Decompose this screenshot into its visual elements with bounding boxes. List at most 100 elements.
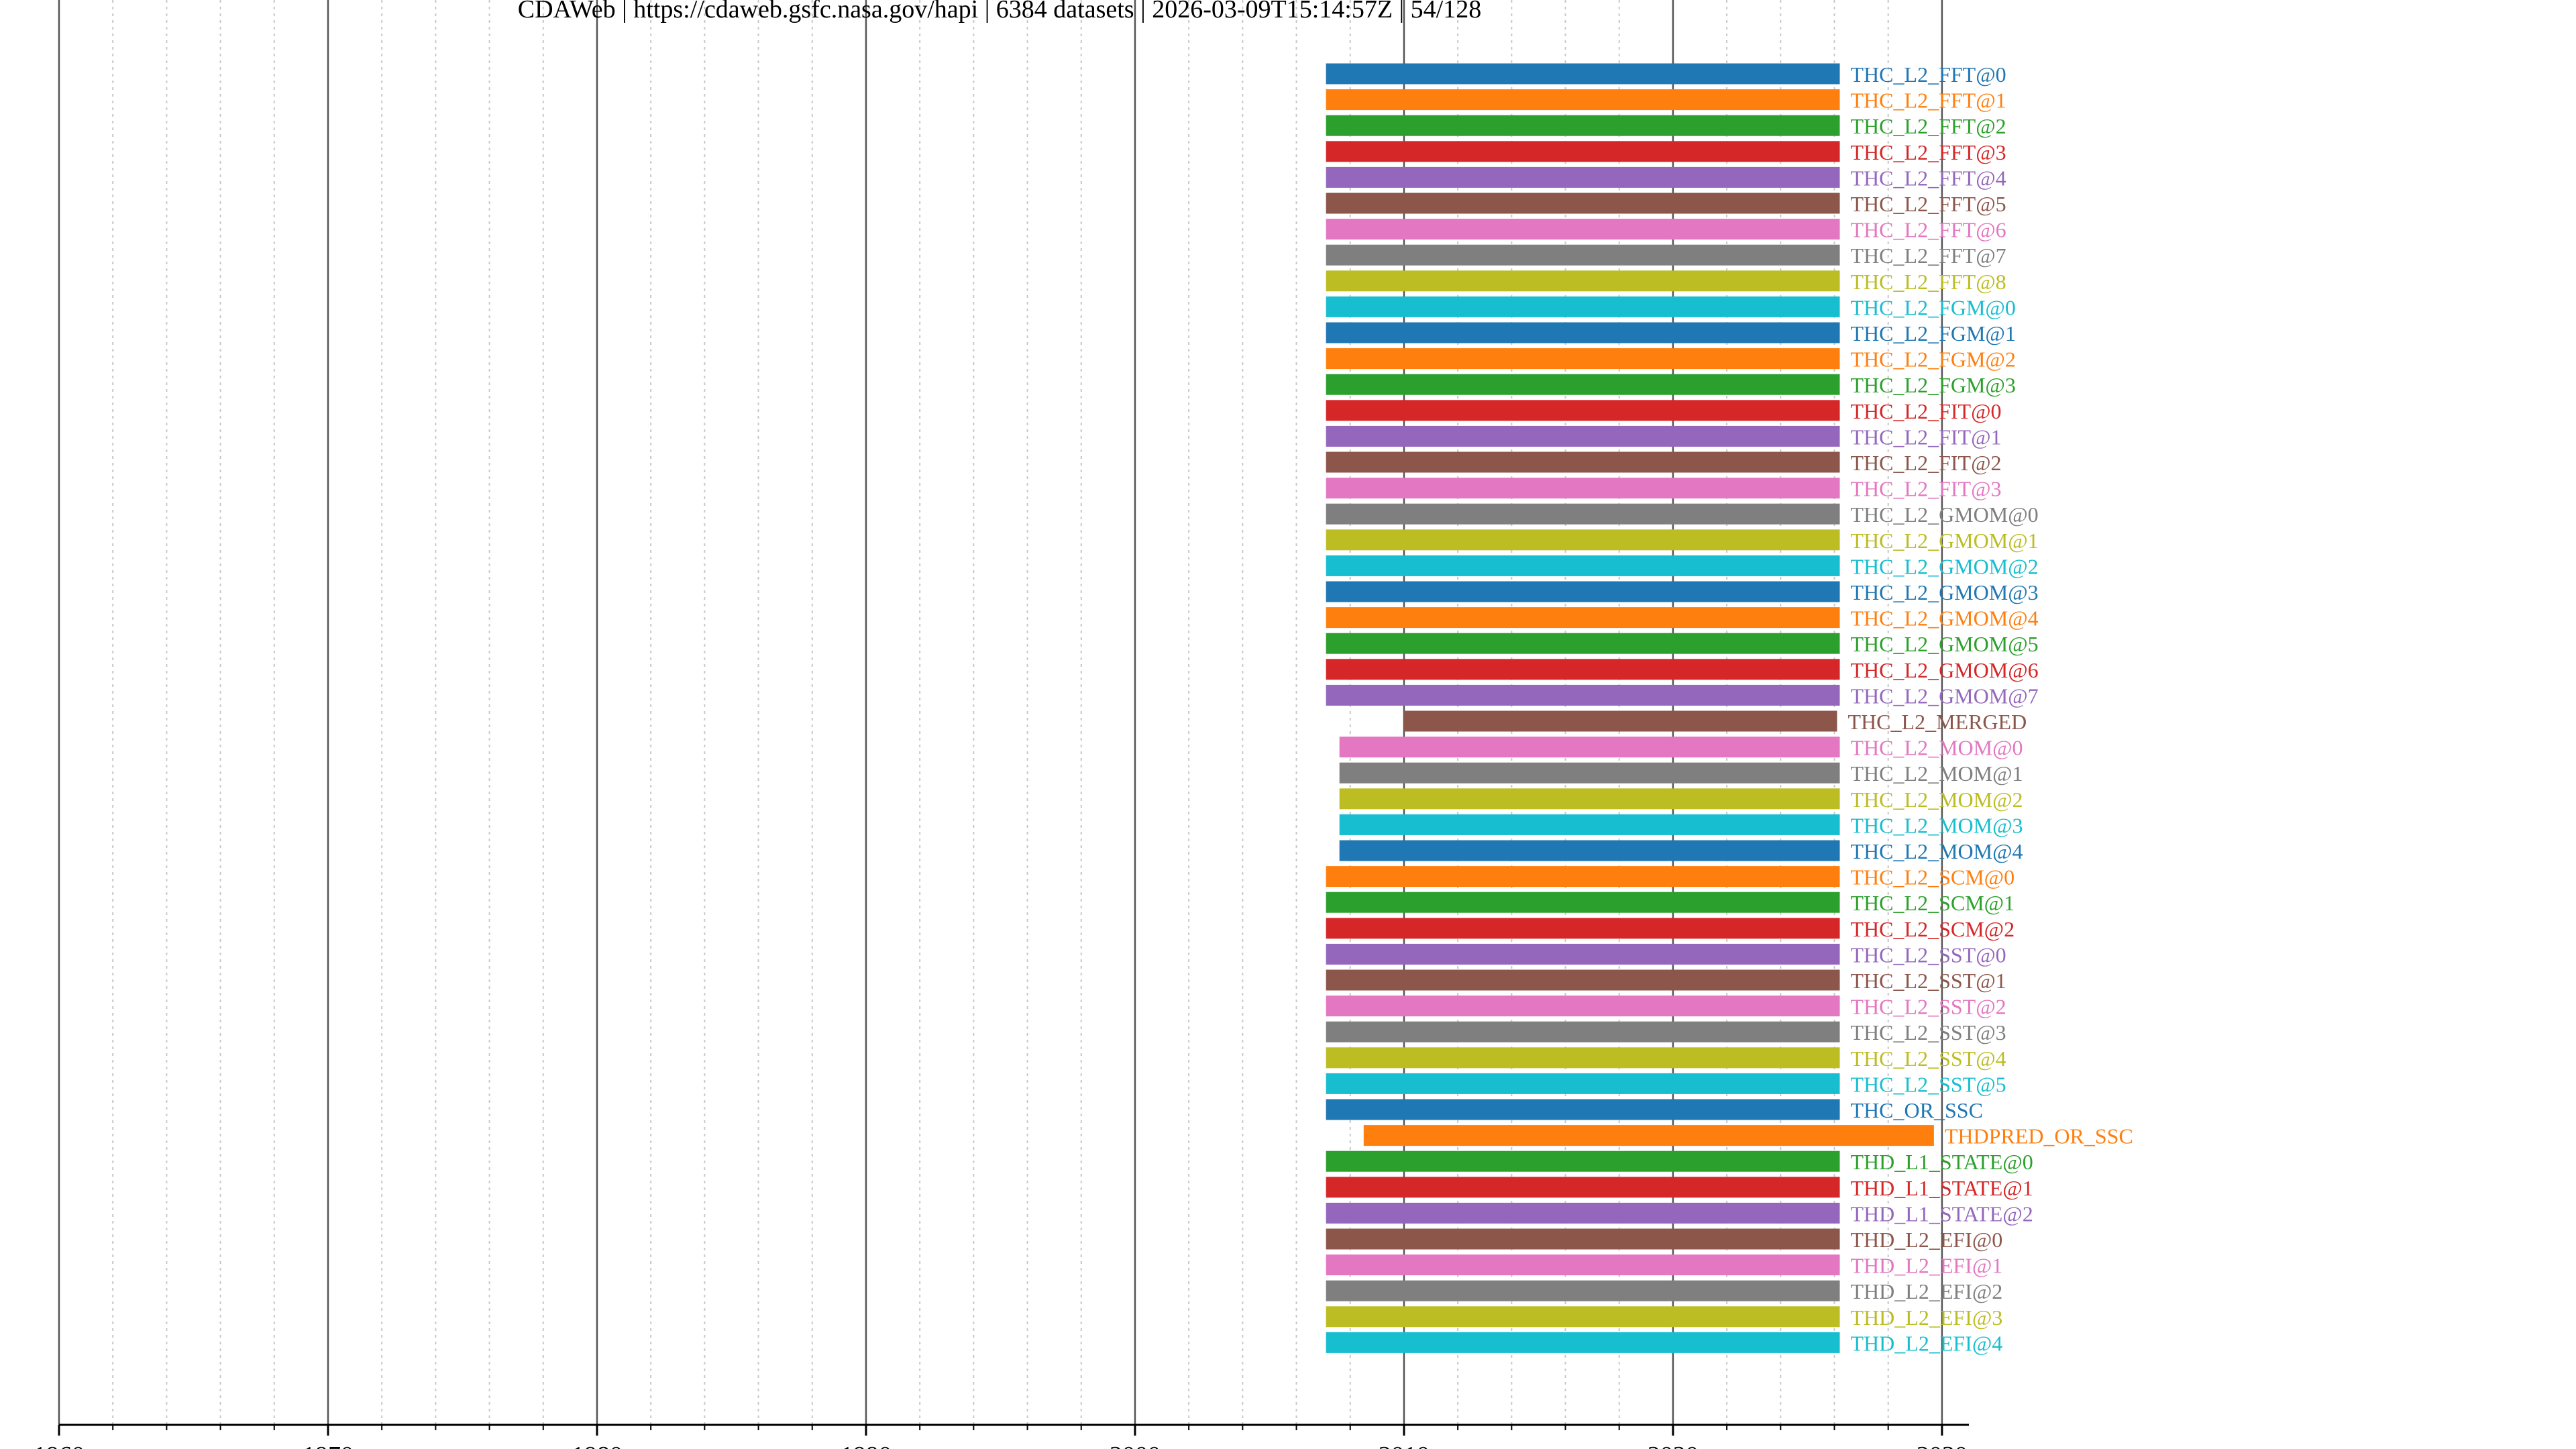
dataset-bar <box>1326 244 1840 266</box>
dataset-bar <box>1326 322 1840 343</box>
dataset-label: THD_L2_EFI@0 <box>1851 1228 2003 1252</box>
dataset-bar <box>1403 710 1837 732</box>
dataset-label: THC_L2_SST@4 <box>1851 1046 2006 1071</box>
dataset-label: THC_L2_SST@1 <box>1851 969 2006 993</box>
dataset-label: THC_L2_GMOM@6 <box>1851 658 2039 682</box>
dataset-label: THC_L2_MOM@0 <box>1851 736 2023 760</box>
dataset-label: THC_L2_FIT@1 <box>1851 425 2002 449</box>
dataset-bar <box>1326 529 1840 551</box>
dataset-bar <box>1326 115 1840 136</box>
dataset-bar <box>1326 1280 1840 1301</box>
dataset-label: THD_L2_EFI@4 <box>1851 1331 2003 1355</box>
dataset-bar <box>1326 141 1840 162</box>
dataset-bar <box>1339 762 1840 784</box>
dataset-bar <box>1326 1177 1840 1198</box>
dataset-bar <box>1339 814 1840 835</box>
dataset-bar <box>1339 788 1840 810</box>
dataset-bar <box>1326 219 1840 240</box>
dataset-label: THC_L2_FFT@7 <box>1851 244 2006 268</box>
dataset-label: THC_L2_MERGED <box>1848 710 2027 734</box>
dataset-label: THD_L2_EFI@2 <box>1851 1279 2003 1303</box>
dataset-label: THDPRED_OR_SSC <box>1945 1124 2133 1148</box>
dataset-label: THC_L2_MOM@4 <box>1851 839 2023 863</box>
dataset-bar <box>1326 166 1840 188</box>
dataset-label: THD_L2_EFI@3 <box>1851 1305 2003 1330</box>
x-tick-label: 2030 <box>1917 1442 1968 1449</box>
dataset-label: THC_L2_FFT@0 <box>1851 62 2006 87</box>
dataset-bar <box>1326 400 1840 421</box>
dataset-label: THC_L2_GMOM@7 <box>1851 684 2039 708</box>
dataset-label: THC_L2_GMOM@0 <box>1851 502 2039 527</box>
dataset-label: THC_L2_GMOM@1 <box>1851 529 2039 553</box>
dataset-bar <box>1326 374 1840 395</box>
dataset-bar <box>1326 581 1840 602</box>
dataset-bar <box>1326 451 1840 473</box>
dataset-bar <box>1363 1125 1934 1146</box>
dataset-bar <box>1326 943 1840 965</box>
dataset-label: THC_L2_SST@5 <box>1851 1072 2006 1096</box>
dataset-bar <box>1339 737 1840 758</box>
dataset-bar <box>1326 659 1840 680</box>
dataset-label: THC_L2_MOM@3 <box>1851 813 2023 837</box>
x-tick-label: 1980 <box>572 1442 623 1449</box>
dataset-label: THC_L2_FFT@5 <box>1851 192 2006 216</box>
dataset-label: THC_L2_SST@3 <box>1851 1020 2006 1044</box>
dataset-bar <box>1326 348 1840 370</box>
dataset-bar <box>1326 193 1840 214</box>
dataset-label: THC_L2_SCM@2 <box>1851 917 2015 941</box>
dataset-labels: THC_L2_FFT@0THC_L2_FFT@1THC_L2_FFT@2THC_… <box>1848 62 2133 1355</box>
x-tick-label: 1970 <box>303 1442 354 1449</box>
dataset-label: THC_L2_FGM@2 <box>1851 347 2016 372</box>
dataset-label: THD_L2_EFI@1 <box>1851 1254 2003 1278</box>
dataset-bar <box>1326 89 1840 111</box>
dataset-label: THC_L2_FFT@4 <box>1851 166 2006 190</box>
x-tick-label: 1990 <box>841 1442 892 1449</box>
dataset-bar <box>1326 555 1840 576</box>
dataset-bar <box>1326 892 1840 913</box>
dataset-label: THC_L2_FFT@2 <box>1851 114 2006 138</box>
chart-title: CDAWeb | https://cdaweb.gsfc.nasa.gov/ha… <box>518 0 1481 23</box>
dataset-label: THC_L2_FFT@1 <box>1851 89 2006 113</box>
dataset-label: THC_L2_FIT@2 <box>1851 451 2002 475</box>
dataset-bar <box>1326 969 1840 991</box>
dataset-label: THD_L1_STATE@0 <box>1851 1150 2033 1174</box>
dataset-label: THC_L2_FFT@8 <box>1851 270 2006 294</box>
dataset-bar <box>1326 866 1840 888</box>
dataset-label: THC_L2_SST@2 <box>1851 995 2006 1019</box>
dataset-label: THC_L2_FGM@0 <box>1851 295 2016 319</box>
dataset-bar <box>1326 1099 1840 1120</box>
dataset-label: THD_L1_STATE@1 <box>1851 1176 2033 1200</box>
dataset-label: THC_L2_SCM@0 <box>1851 865 2015 890</box>
dataset-bar <box>1326 63 1840 85</box>
x-tick-label: 2010 <box>1379 1442 1430 1449</box>
dataset-label: THD_L1_STATE@2 <box>1851 1201 2033 1226</box>
dataset-label: THC_L2_SST@0 <box>1851 943 2006 967</box>
dataset-label: THC_L2_FFT@6 <box>1851 218 2006 242</box>
dataset-label: THC_L2_GMOM@4 <box>1851 606 2039 631</box>
dataset-label: THC_L2_MOM@1 <box>1851 761 2023 786</box>
dataset-bar <box>1326 1047 1840 1069</box>
dataset-bar <box>1326 296 1840 317</box>
dataset-bar <box>1326 503 1840 525</box>
x-tick-label: 2020 <box>1648 1442 1699 1449</box>
dataset-label: THC_L2_FGM@3 <box>1851 373 2016 397</box>
dataset-bar <box>1326 1073 1840 1094</box>
dataset-label: THC_OR_SSC <box>1851 1098 1983 1122</box>
dataset-label: THC_L2_GMOM@5 <box>1851 632 2039 656</box>
dataset-bar <box>1326 1228 1840 1250</box>
dataset-bars <box>1326 63 1934 1353</box>
dataset-label: THC_L2_GMOM@2 <box>1851 554 2039 578</box>
x-tick-label: 1960 <box>34 1442 85 1449</box>
dataset-bar <box>1339 840 1840 861</box>
dataset-bar <box>1326 1306 1840 1328</box>
dataset-bar <box>1326 1254 1840 1276</box>
dataset-label: THC_L2_GMOM@3 <box>1851 580 2039 604</box>
dataset-label: THC_L2_FIT@3 <box>1851 477 2002 501</box>
dataset-label: THC_L2_FGM@1 <box>1851 321 2016 345</box>
dataset-label: THC_L2_FFT@3 <box>1851 140 2006 164</box>
dataset-bar <box>1326 918 1840 939</box>
dataset-label: THC_L2_MOM@2 <box>1851 788 2023 812</box>
dataset-bar <box>1326 1332 1840 1353</box>
dataset-bar <box>1326 633 1840 654</box>
